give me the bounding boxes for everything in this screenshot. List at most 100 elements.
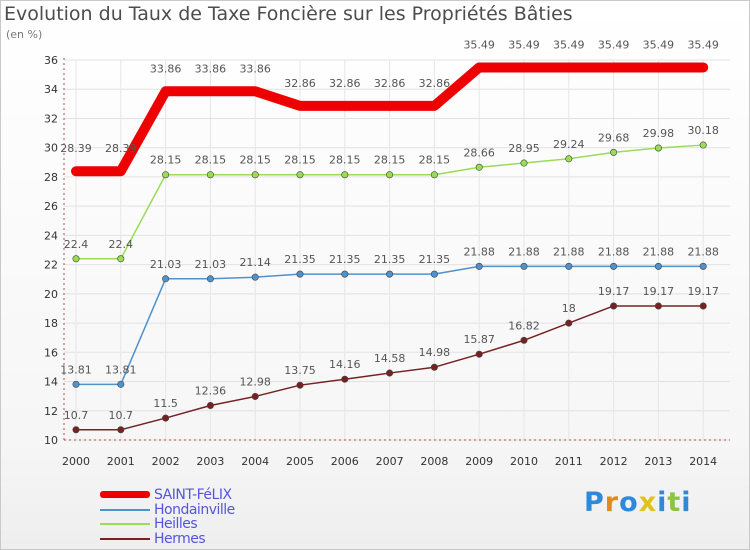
data-point [386, 270, 394, 278]
data-point [654, 302, 662, 310]
y-tick-label: 32 [44, 112, 58, 125]
data-point [430, 171, 438, 179]
data-point [475, 262, 483, 270]
y-tick-label: 16 [44, 346, 58, 359]
data-point [251, 392, 259, 400]
data-point [699, 262, 707, 270]
data-point [117, 426, 125, 434]
data-label: 35.49 [463, 38, 495, 51]
y-tick-label: 10 [44, 434, 58, 447]
data-point [699, 302, 707, 310]
data-point [430, 363, 438, 371]
data-point [72, 426, 80, 434]
data-label: 35.49 [643, 38, 675, 51]
data-label: 22.4 [109, 238, 134, 251]
data-point [565, 155, 573, 163]
y-tick-label: 36 [44, 54, 58, 67]
data-label: 21.35 [374, 253, 406, 266]
data-label: 29.98 [643, 127, 675, 140]
data-label: 12.36 [195, 385, 227, 398]
x-tick-label: 2011 [555, 455, 583, 468]
data-point [117, 380, 125, 388]
data-label: 19.17 [687, 285, 719, 298]
legend-item-saint-felix: SAINT-FéLIX [100, 487, 232, 503]
data-label: 21.88 [508, 245, 540, 258]
data-label: 19.17 [598, 285, 630, 298]
legend-item-hermes: Hermes [100, 530, 206, 547]
data-label: 11.5 [153, 397, 178, 410]
data-label: 28.15 [374, 154, 406, 167]
data-label: 19.17 [643, 285, 675, 298]
data-label: 35.49 [687, 38, 719, 51]
y-tick-label: 12 [44, 405, 58, 418]
logo-letter: i [657, 487, 668, 518]
legend-swatch-hermes [100, 537, 150, 540]
data-label: 21.03 [195, 258, 227, 271]
data-point [296, 171, 304, 179]
data-label: 33.86 [195, 62, 227, 75]
legend-label-hermes: Hermes [154, 530, 206, 547]
data-label: 35.49 [598, 38, 630, 51]
data-point [296, 381, 304, 389]
data-label: 28.15 [195, 154, 227, 167]
data-point [341, 375, 349, 383]
logo-letter: o [619, 487, 639, 518]
x-tick-label: 2012 [600, 455, 628, 468]
data-label: 33.86 [150, 62, 182, 75]
data-label: 13.75 [284, 364, 316, 377]
legend-label-hondainville: Hondainville [154, 501, 235, 518]
data-point [610, 302, 618, 310]
x-tick-label: 2009 [465, 455, 493, 468]
data-point [699, 141, 707, 149]
data-label: 21.88 [553, 245, 585, 258]
data-label: 12.98 [239, 375, 271, 388]
data-label: 13.81 [60, 363, 92, 376]
y-tick-label: 24 [44, 229, 58, 242]
y-axis-unit-label: (en %) [6, 28, 43, 41]
data-point [610, 262, 618, 270]
data-label: 21.35 [284, 253, 316, 266]
data-point [520, 262, 528, 270]
data-point [610, 148, 618, 156]
series-line-0 [71, 62, 709, 177]
data-label: 32.86 [284, 77, 316, 90]
logo-letter: r [604, 487, 620, 518]
x-tick-label: 2001 [107, 455, 135, 468]
data-point [386, 369, 394, 377]
data-label: 30.18 [687, 124, 719, 137]
data-label: 33.86 [239, 62, 271, 75]
data-label: 18 [562, 302, 576, 315]
data-label: 29.24 [553, 138, 585, 151]
data-point [565, 319, 573, 327]
logo-letter: x [638, 487, 658, 518]
data-label: 14.16 [329, 358, 361, 371]
data-label: 28.39 [105, 142, 137, 155]
x-tick-label: 2007 [376, 455, 404, 468]
data-point [475, 163, 483, 171]
data-label: 10.7 [64, 409, 89, 422]
legend-item-hondainville: Hondainville [100, 501, 235, 518]
legend-swatch-saint-felix [100, 491, 150, 498]
x-tick-label: 2013 [644, 455, 672, 468]
data-label: 21.88 [598, 245, 630, 258]
data-label: 28.15 [419, 154, 451, 167]
x-tick-label: 2010 [510, 455, 538, 468]
data-point [206, 275, 214, 283]
data-label: 32.86 [329, 77, 361, 90]
data-label: 28.15 [239, 154, 271, 167]
logo-letter: P [584, 487, 605, 518]
y-tick-label: 28 [44, 171, 58, 184]
y-tick-label: 20 [44, 288, 58, 301]
x-tick-label: 2004 [241, 455, 269, 468]
data-point [296, 270, 304, 278]
x-tick-label: 2005 [286, 455, 314, 468]
data-point [72, 255, 80, 263]
data-label: 22.4 [64, 238, 89, 251]
x-tick-label: 2002 [152, 455, 180, 468]
data-point [341, 171, 349, 179]
data-point [520, 159, 528, 167]
data-label: 32.86 [419, 77, 451, 90]
data-point [430, 270, 438, 278]
data-label: 21.35 [329, 253, 361, 266]
data-label: 35.49 [508, 38, 540, 51]
